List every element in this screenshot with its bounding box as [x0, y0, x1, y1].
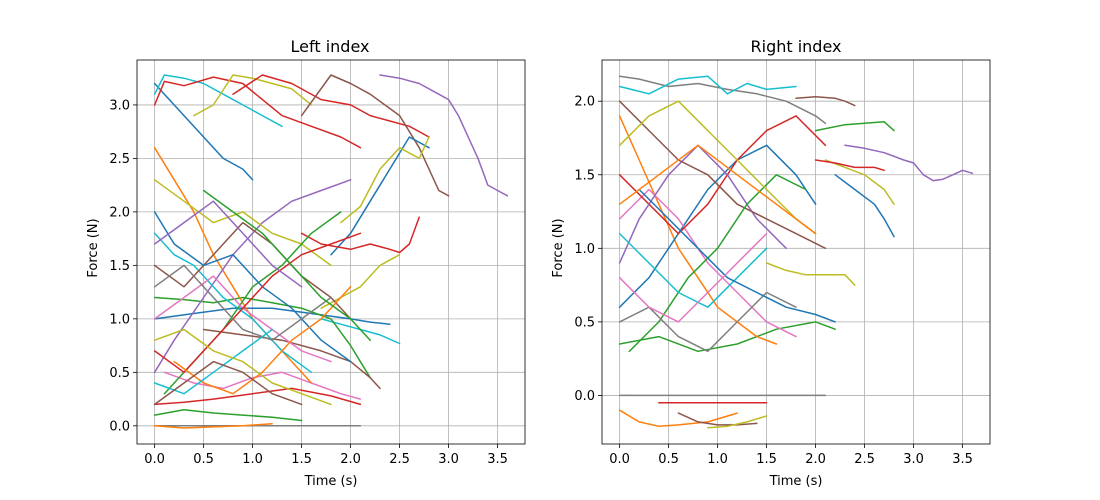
y-tick-label: 2.0 — [109, 205, 130, 220]
y-tick-label: 0.0 — [574, 389, 595, 404]
x-axis-label: Time (s) — [304, 474, 358, 489]
x-tick-label: 2.0 — [805, 452, 826, 467]
y-tick-label: 1.5 — [574, 168, 595, 183]
y-axis-label: Force (N) — [551, 218, 566, 277]
x-tick-label: 0.0 — [144, 452, 165, 467]
y-tick-label: 1.0 — [574, 242, 595, 257]
x-axis-label: Time (s) — [769, 474, 823, 489]
x-tick-label: 3.0 — [903, 452, 924, 467]
y-tick-label: 0.5 — [574, 315, 595, 330]
chart-title: Left index — [291, 37, 370, 56]
y-tick-label: 1.5 — [109, 259, 130, 274]
x-tick-label: 3.5 — [952, 452, 973, 467]
x-tick-label: 3.0 — [438, 452, 459, 467]
x-tick-label: 3.5 — [487, 452, 508, 467]
x-tick-label: 1.0 — [707, 452, 728, 467]
x-tick-label: 2.0 — [340, 452, 361, 467]
y-tick-label: 2.0 — [574, 95, 595, 110]
x-tick-label: 0.0 — [609, 452, 630, 467]
x-tick-label: 0.5 — [193, 452, 214, 467]
x-tick-label: 1.5 — [756, 452, 777, 467]
y-tick-label: 1.0 — [109, 312, 130, 327]
x-tick-label: 1.5 — [291, 452, 312, 467]
y-tick-label: 2.5 — [109, 152, 130, 167]
chart-title: Right index — [751, 37, 842, 56]
x-tick-label: 2.5 — [854, 452, 875, 467]
x-tick-label: 2.5 — [389, 452, 410, 467]
y-tick-label: 0.0 — [109, 419, 130, 434]
x-tick-label: 1.0 — [242, 452, 263, 467]
x-tick-label: 0.5 — [658, 452, 679, 467]
y-tick-label: 3.0 — [109, 98, 130, 113]
y-tick-label: 0.5 — [109, 366, 130, 381]
y-axis-label: Force (N) — [86, 218, 101, 277]
